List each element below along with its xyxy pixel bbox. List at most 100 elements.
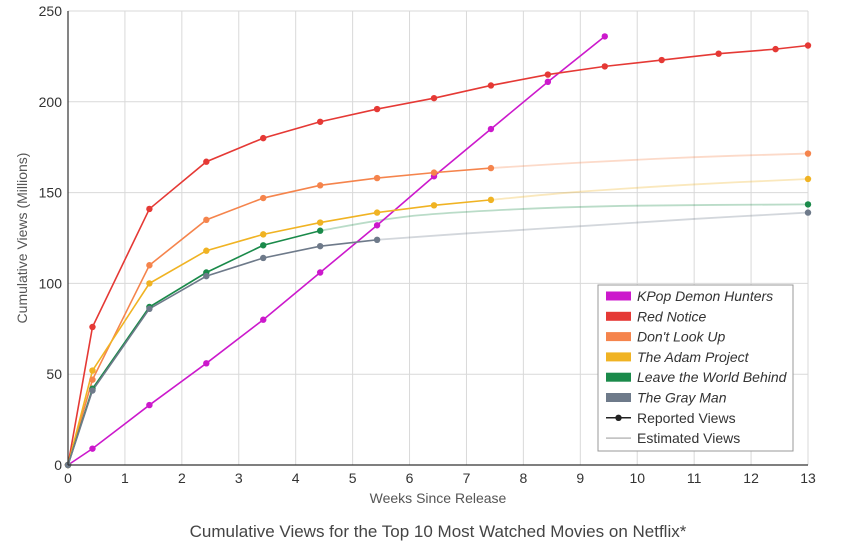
data-point-the-gray-man — [203, 272, 210, 280]
data-point-the-adam-project — [373, 209, 381, 216]
data-point-the-adam-project — [203, 247, 210, 254]
y-tick-label: 200 — [39, 94, 63, 110]
chart-title: Cumulative Views for the Top 10 Most Wat… — [190, 522, 687, 541]
y-tick-label: 50 — [46, 366, 62, 382]
estimated-line-the-adam-project — [490, 178, 809, 201]
legend-label: Don't Look Up — [637, 329, 725, 345]
legend-label-reported: Reported Views — [637, 410, 736, 426]
legend-label-estimated: Estimated Views — [637, 430, 740, 446]
x-tick-label: 2 — [178, 470, 186, 486]
data-point-red-notice — [772, 45, 779, 53]
legend-label: The Gray Man — [637, 390, 727, 406]
data-point-the-adam-project — [430, 202, 438, 209]
data-point-red-notice — [203, 158, 210, 165]
reported-line-kpop-demon-hunters — [67, 35, 606, 466]
data-point-red-notice — [544, 71, 552, 78]
legend-label: Leave the World Behind — [637, 369, 788, 385]
y-axis-ticks: 0 50 100 150 200 250 — [39, 3, 63, 473]
data-point-kpop-demon-hunters — [146, 401, 153, 409]
data-point-kpop-demon-hunters — [89, 445, 96, 452]
data-point-kpop-demon-hunters — [373, 222, 381, 229]
legend-swatch-red-notice — [606, 311, 631, 321]
data-point-don-t-look-up — [260, 194, 267, 202]
x-tick-label: 0 — [64, 470, 72, 486]
data-point-red-notice — [89, 323, 96, 331]
legend-swatch-leave-the-world-behind — [606, 372, 631, 382]
legend-swatch-don-t-look-up — [606, 332, 631, 342]
y-tick-label: 250 — [39, 3, 63, 19]
legend-label: The Adam Project — [637, 349, 750, 365]
data-point-don-t-look-up — [316, 182, 324, 189]
legend-reported-dot — [615, 414, 622, 421]
data-point-the-adam-project — [487, 196, 495, 204]
y-tick-label: 100 — [39, 275, 63, 291]
data-point-leave-the-world-behind — [260, 242, 267, 249]
legend-swatch-the-gray-man — [606, 393, 631, 402]
end-point-leave-the-world-behind — [804, 201, 812, 208]
legend-swatch-kpop-demon-hunters — [606, 291, 631, 301]
estimated-line-the-gray-man — [377, 211, 809, 241]
x-tick-label: 7 — [463, 470, 471, 486]
data-point-the-adam-project — [316, 219, 324, 226]
data-point-kpop-demon-hunters — [487, 125, 495, 133]
data-point-red-notice — [146, 205, 153, 213]
end-point-don-t-look-up — [804, 150, 812, 157]
data-point-red-notice — [658, 56, 665, 64]
end-point-the-adam-project — [804, 175, 812, 183]
x-axis-ticks: 0 1 2 3 4 5 6 7 8 9 10 11 12 13 — [64, 470, 816, 486]
data-point-leave-the-world-behind — [316, 227, 324, 234]
data-point-the-gray-man — [373, 236, 381, 244]
reported-line-don-t-look-up — [67, 167, 492, 466]
x-tick-label: 10 — [629, 470, 645, 486]
estimated-line-don-t-look-up — [490, 152, 809, 169]
data-point-the-gray-man — [89, 387, 96, 394]
data-point-red-notice — [430, 94, 438, 102]
legend: KPop Demon Hunters Red Notice Don't Look U… — [597, 284, 794, 452]
legend-swatch-the-adam-project — [606, 352, 631, 362]
data-point-red-notice — [316, 118, 324, 125]
data-point-kpop-demon-hunters — [203, 360, 210, 367]
data-point-don-t-look-up — [487, 164, 495, 172]
data-points — [64, 33, 812, 469]
legend-label: Red Notice — [637, 308, 706, 324]
x-tick-label: 12 — [743, 470, 759, 486]
data-point-kpop-demon-hunters — [544, 78, 552, 86]
legend-label: KPop Demon Hunters — [637, 288, 773, 304]
data-point-don-t-look-up — [373, 174, 381, 182]
data-point-red-notice — [373, 105, 381, 113]
y-tick-label: 0 — [54, 457, 62, 473]
data-point-don-t-look-up — [430, 169, 438, 176]
data-point-the-gray-man — [260, 254, 267, 262]
x-tick-label: 6 — [406, 470, 414, 486]
x-tick-label: 3 — [235, 470, 243, 486]
grid-lines — [67, 10, 809, 466]
data-point-kpop-demon-hunters — [316, 269, 324, 276]
data-point-red-notice — [487, 82, 495, 89]
data-point-red-notice — [260, 134, 267, 142]
data-point-red-notice — [601, 63, 608, 70]
data-point-the-gray-man — [146, 305, 153, 313]
y-axis-title: Cumulative Views (Millions) — [14, 153, 30, 324]
estimated-line-leave-the-world-behind — [320, 203, 809, 232]
reported-line-leave-the-world-behind — [67, 229, 321, 466]
estimated-lines — [320, 152, 809, 241]
x-axis-title: Weeks Since Release — [370, 490, 507, 506]
x-tick-label: 5 — [349, 470, 357, 486]
data-point-red-notice — [715, 50, 722, 57]
end-point-the-gray-man — [804, 209, 812, 216]
data-point-the-adam-project — [89, 367, 96, 374]
x-tick-label: 1 — [121, 470, 129, 486]
x-tick-label: 8 — [519, 470, 527, 486]
data-point-don-t-look-up — [146, 262, 153, 269]
data-point-the-adam-project — [146, 280, 153, 287]
data-point-kpop-demon-hunters — [260, 316, 267, 323]
data-point-don-t-look-up — [89, 376, 96, 383]
data-point-kpop-demon-hunters — [601, 33, 608, 40]
x-tick-label: 9 — [576, 470, 584, 486]
data-point-don-t-look-up — [203, 216, 210, 224]
data-point-the-gray-man — [316, 242, 324, 250]
x-tick-label: 13 — [800, 470, 816, 486]
data-point-red-notice — [804, 42, 812, 49]
data-point-the-adam-project — [260, 231, 267, 238]
